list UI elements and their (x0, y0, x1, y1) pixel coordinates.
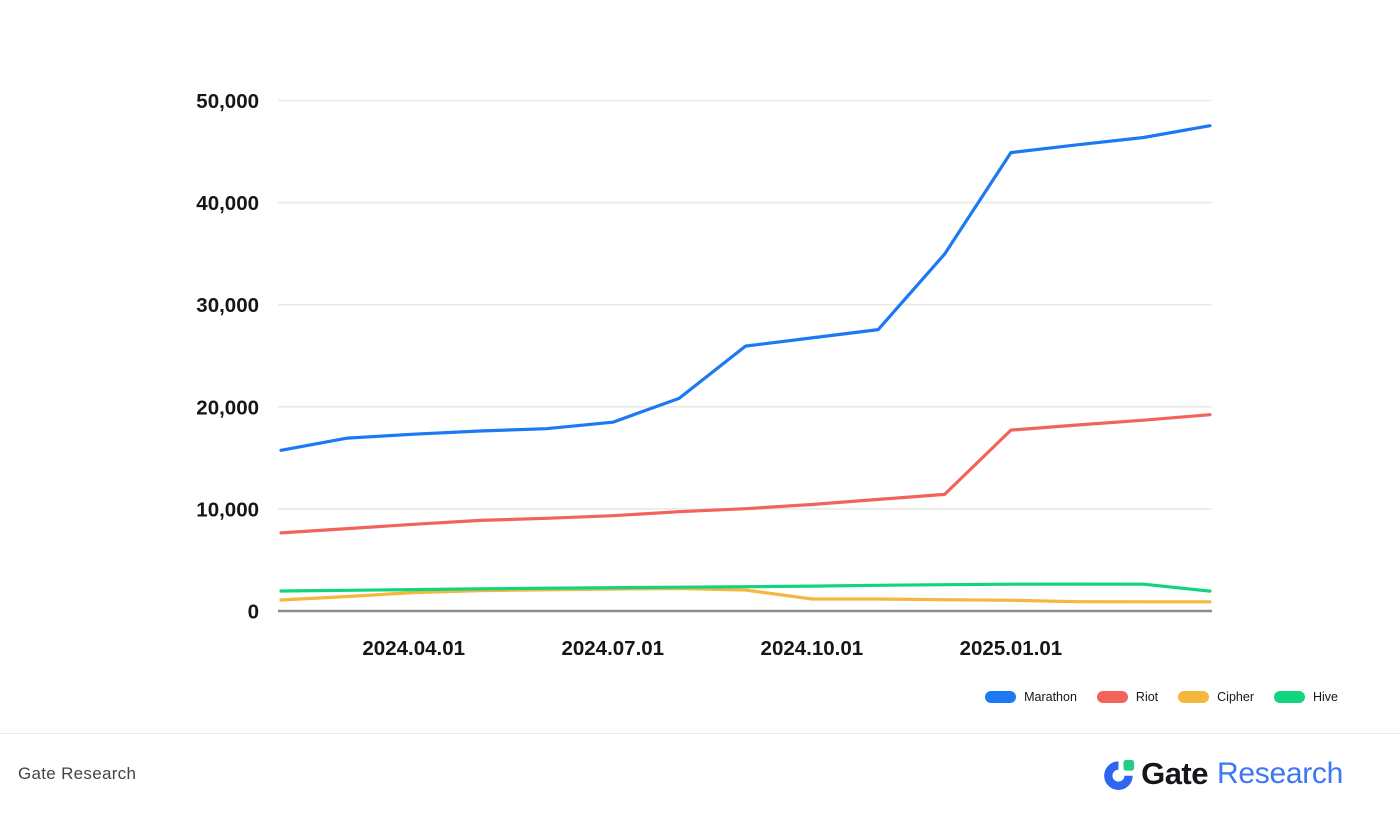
footer: Gate Research Gate Research (0, 734, 1400, 814)
svg-text:40,000: 40,000 (196, 192, 259, 215)
svg-text:0: 0 (248, 601, 259, 624)
svg-text:20,000: 20,000 (196, 396, 259, 419)
legend-swatch-riot (1096, 691, 1128, 703)
svg-text:2025.01.01: 2025.01.01 (960, 637, 1063, 660)
svg-text:50,000: 50,000 (196, 90, 259, 113)
footer-divider (0, 733, 1400, 734)
legend-swatch-hive (1273, 691, 1305, 703)
legend-swatch-marathon (985, 691, 1017, 703)
legend-label-hive: Hive (1312, 690, 1338, 704)
legend-label-riot: Riot (1135, 690, 1159, 704)
svg-text:2024.07.01: 2024.07.01 (561, 637, 664, 660)
gate-research-logo: Gate Research (1101, 756, 1343, 792)
legend-item-marathon[interactable]: Marathon (985, 690, 1077, 704)
legend-label-marathon: Marathon (1024, 690, 1077, 704)
logo-text-research: Research (1217, 757, 1343, 790)
svg-text:2024.04.01: 2024.04.01 (362, 637, 465, 660)
legend-item-hive[interactable]: Hive (1273, 690, 1338, 704)
svg-text:30,000: 30,000 (196, 294, 259, 317)
legend-swatch-cipher (1178, 691, 1210, 703)
svg-text:2024.10.01: 2024.10.01 (761, 637, 864, 660)
footer-brand-text: Gate Research (18, 764, 137, 783)
svg-text:10,000: 10,000 (196, 498, 259, 521)
legend-label-cipher: Cipher (1217, 690, 1254, 704)
legend-item-cipher[interactable]: Cipher (1178, 690, 1254, 704)
chart-legend: Marathon Riot Cipher Hive (985, 690, 1338, 704)
logo-text-gate: Gate (1141, 756, 1208, 791)
gate-logo-icon (1104, 760, 1135, 790)
legend-item-riot[interactable]: Riot (1096, 690, 1159, 704)
